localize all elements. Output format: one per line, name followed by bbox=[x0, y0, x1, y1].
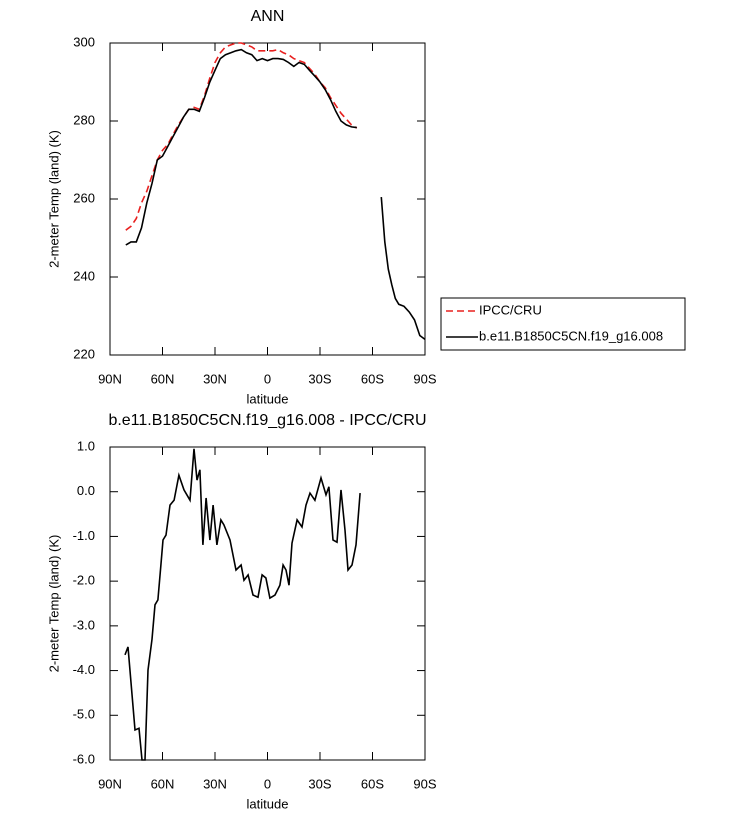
x-tick-label: 30N bbox=[203, 776, 227, 791]
x-tick-label: 30S bbox=[308, 371, 331, 386]
legend-label: b.e11.B1850C5CN.f19_g16.008 bbox=[479, 328, 663, 343]
y-axis-label: 2-meter Temp (land) (K) bbox=[46, 535, 61, 673]
x-tick-label: 90N bbox=[98, 776, 122, 791]
x-tick-label: 90N bbox=[98, 371, 122, 386]
y-tick-label: 300 bbox=[73, 34, 95, 49]
y-tick-label: 220 bbox=[73, 346, 95, 361]
y-tick-label: 260 bbox=[73, 190, 95, 205]
y-tick-label: -3.0 bbox=[73, 617, 95, 632]
x-tick-label: 90S bbox=[413, 776, 436, 791]
x-tick-label: 90S bbox=[413, 371, 436, 386]
x-axis-label: latitude bbox=[247, 391, 289, 406]
x-tick-label: 30S bbox=[308, 776, 331, 791]
legend-label: IPCC/CRU bbox=[479, 302, 542, 317]
x-tick-label: 30N bbox=[203, 371, 227, 386]
plot-frame bbox=[109, 446, 426, 761]
y-tick-label: 1.0 bbox=[77, 438, 95, 453]
x-axis-label: latitude bbox=[247, 796, 289, 811]
x-tick-label: 0 bbox=[264, 776, 271, 791]
y-axis-label: 2-meter Temp (land) (K) bbox=[46, 130, 61, 268]
y-tick-label: 280 bbox=[73, 112, 95, 127]
x-tick-label: 60S bbox=[361, 371, 384, 386]
x-tick-label: 60N bbox=[151, 776, 175, 791]
data-line bbox=[125, 42, 358, 231]
y-tick-label: -4.0 bbox=[73, 662, 95, 677]
y-tick-label: -1.0 bbox=[73, 528, 95, 543]
legend-box bbox=[440, 297, 686, 351]
y-tick-label: -2.0 bbox=[73, 573, 95, 588]
x-tick-label: 60N bbox=[151, 371, 175, 386]
y-tick-label: -6.0 bbox=[73, 751, 95, 766]
y-tick-label: -5.0 bbox=[73, 707, 95, 722]
x-tick-label: 0 bbox=[264, 371, 271, 386]
data-line bbox=[124, 448, 361, 761]
x-tick-label: 60S bbox=[361, 776, 384, 791]
plot-frame bbox=[109, 42, 426, 356]
y-tick-label: 240 bbox=[73, 268, 95, 283]
chart-title: ANN bbox=[251, 8, 285, 25]
data-line bbox=[125, 48, 426, 341]
chart-title: b.e11.B1850C5CN.f19_g16.008 - IPCC/CRU bbox=[108, 412, 426, 429]
y-tick-label: 0.0 bbox=[77, 483, 95, 498]
